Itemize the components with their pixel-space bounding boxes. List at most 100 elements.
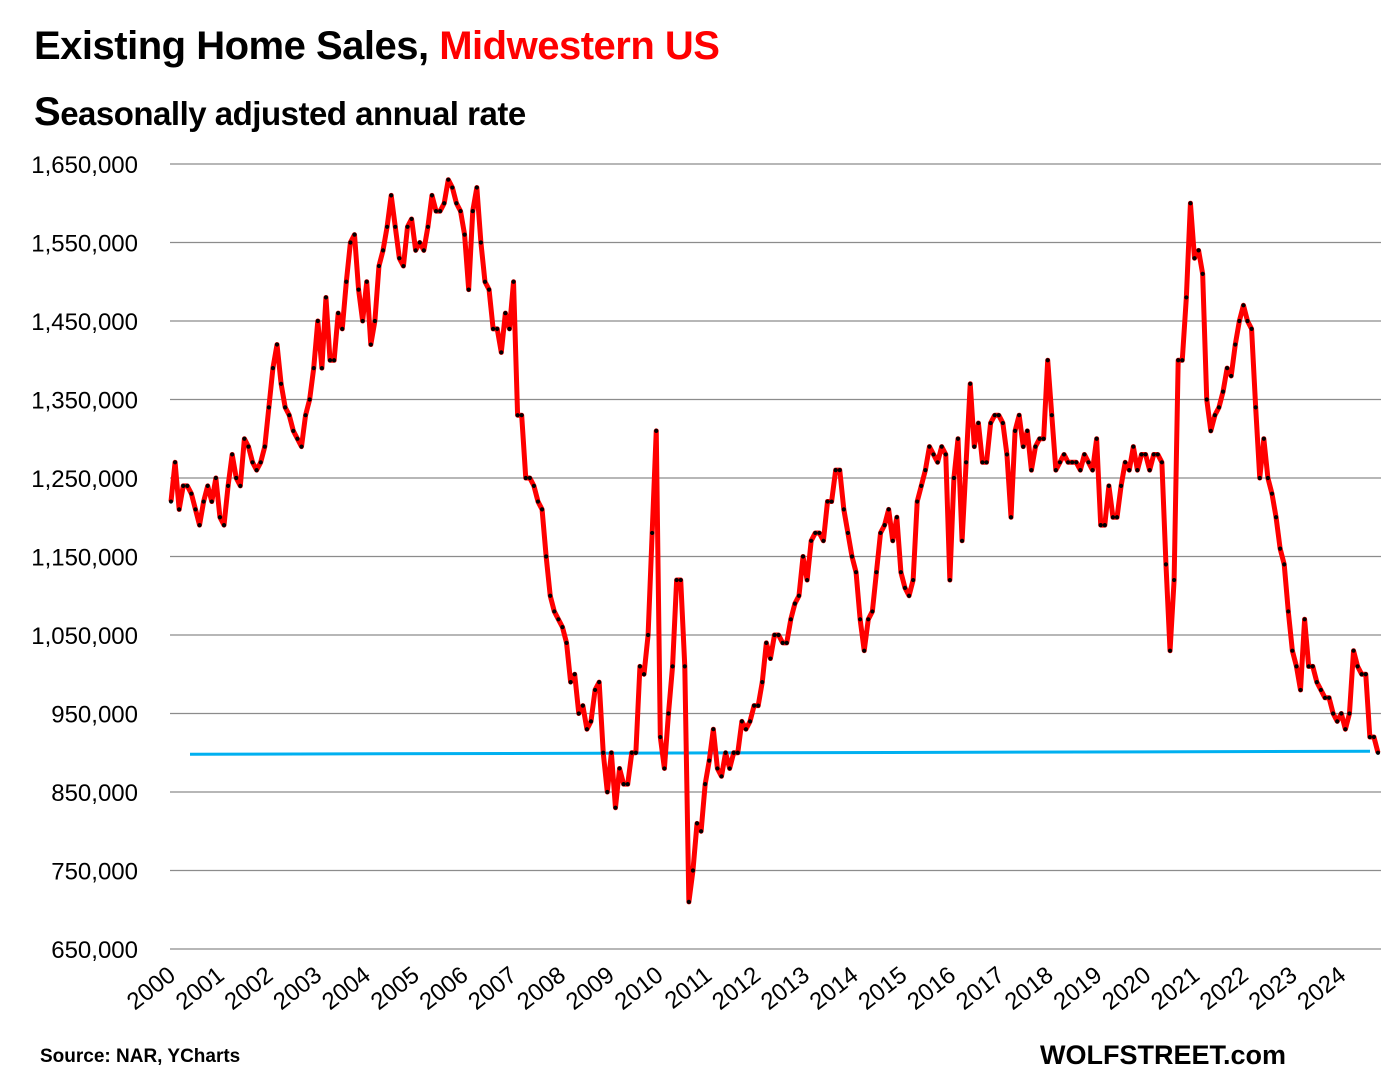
data-point xyxy=(772,632,777,638)
data-point xyxy=(266,405,271,410)
chart-subtitle-initial: S xyxy=(34,90,61,134)
data-point xyxy=(1155,452,1160,457)
data-point xyxy=(1269,491,1275,496)
data-point xyxy=(743,727,749,732)
data-point xyxy=(906,593,912,598)
data-point xyxy=(947,577,952,583)
data-point xyxy=(1082,452,1087,457)
data-point xyxy=(1229,373,1234,379)
data-point xyxy=(972,444,977,449)
data-point xyxy=(764,640,769,645)
data-point xyxy=(601,750,606,755)
x-tick-label: 2019 xyxy=(1049,961,1108,1015)
data-point xyxy=(837,468,842,473)
data-point xyxy=(890,538,895,543)
x-tick-label: 2002 xyxy=(220,961,279,1015)
data-point xyxy=(1057,460,1063,465)
data-point xyxy=(833,468,838,473)
data-point xyxy=(287,413,292,418)
data-point xyxy=(438,209,443,214)
gridlines xyxy=(170,163,1381,950)
data-point xyxy=(311,366,316,371)
x-tick-label: 2011 xyxy=(660,961,717,1014)
y-tick-label: 1,350,000 xyxy=(31,388,138,415)
data-point xyxy=(1261,436,1266,441)
data-point xyxy=(1041,436,1046,441)
data-point xyxy=(1123,460,1128,465)
x-tick-label: 2007 xyxy=(463,961,522,1015)
data-point xyxy=(792,601,797,606)
data-point xyxy=(968,381,973,386)
data-point xyxy=(911,577,916,583)
data-point xyxy=(1184,295,1189,300)
x-tick-label: 2000 xyxy=(122,961,181,1015)
data-point xyxy=(429,193,435,198)
data-point xyxy=(1033,444,1038,449)
data-point xyxy=(1188,201,1193,206)
data-point xyxy=(845,530,850,536)
data-point xyxy=(205,483,210,488)
data-point xyxy=(172,460,178,465)
data-point xyxy=(959,538,965,543)
data-point xyxy=(862,648,867,653)
data-point xyxy=(605,789,610,795)
x-tick-label: 2012 xyxy=(707,961,766,1015)
data-point xyxy=(1200,271,1205,276)
data-point xyxy=(1008,515,1014,520)
data-point xyxy=(442,201,447,206)
data-point xyxy=(254,468,259,473)
data-point xyxy=(992,413,997,418)
x-tick-label: 2014 xyxy=(805,961,864,1015)
data-point xyxy=(356,287,361,292)
x-tick-label: 2005 xyxy=(366,961,425,1015)
data-point xyxy=(217,515,223,520)
data-point xyxy=(658,734,663,740)
data-point xyxy=(829,499,834,504)
data-point xyxy=(1078,468,1083,473)
x-tick-label: 2017 xyxy=(951,961,1010,1015)
data-point xyxy=(682,664,687,669)
x-tick-label: 2001 xyxy=(171,961,230,1015)
data-point xyxy=(964,460,969,465)
data-point xyxy=(645,632,651,638)
data-point xyxy=(1278,546,1283,551)
data-point xyxy=(181,483,186,488)
data-point xyxy=(796,593,802,598)
data-point xyxy=(544,554,549,559)
data-point xyxy=(670,664,675,669)
data-point xyxy=(1273,515,1279,520)
data-point xyxy=(364,279,369,284)
data-point xyxy=(446,177,451,182)
data-point xyxy=(564,640,569,645)
data-point xyxy=(1061,452,1067,457)
data-point xyxy=(539,507,545,512)
data-point xyxy=(1021,444,1026,449)
data-point xyxy=(250,460,255,465)
data-point xyxy=(1302,617,1307,622)
data-point xyxy=(776,632,781,638)
x-tick-label: 2006 xyxy=(415,961,474,1015)
data-point xyxy=(588,719,594,724)
data-point xyxy=(1196,248,1201,253)
y-tick-label: 1,450,000 xyxy=(31,309,138,336)
data-point xyxy=(270,366,276,371)
data-point xyxy=(319,366,324,371)
data-point xyxy=(511,279,516,284)
data-point xyxy=(315,318,320,324)
data-point xyxy=(1004,452,1010,457)
y-tick-label: 1,550,000 xyxy=(31,231,138,258)
data-point xyxy=(1049,413,1054,418)
data-point xyxy=(348,240,353,245)
data-point xyxy=(955,436,961,441)
data-point xyxy=(548,593,553,598)
data-point xyxy=(234,475,239,481)
data-point xyxy=(221,523,227,528)
data-point xyxy=(307,397,312,402)
data-point xyxy=(1114,515,1120,520)
data-point xyxy=(527,475,532,481)
data-point xyxy=(1090,468,1095,473)
data-point xyxy=(870,609,875,614)
x-tick-label: 2018 xyxy=(1000,961,1059,1015)
data-point xyxy=(1290,648,1295,653)
data-point xyxy=(1371,734,1377,740)
